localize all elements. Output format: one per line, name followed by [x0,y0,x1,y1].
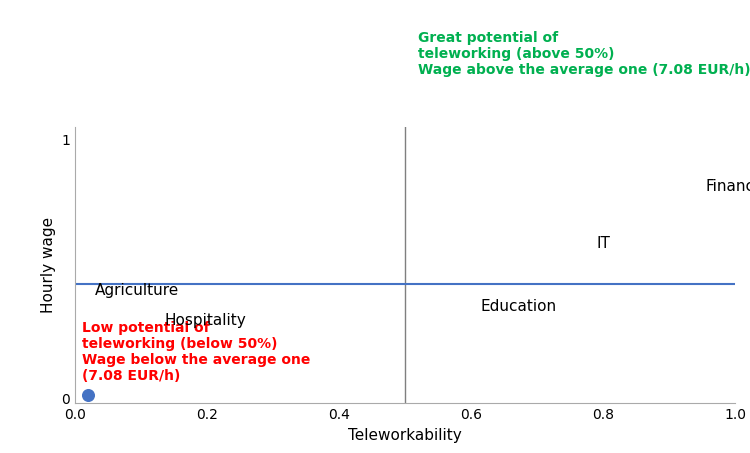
Text: Finance: Finance [705,179,750,194]
Point [82,392,94,399]
Text: Hospitality: Hospitality [164,313,246,328]
Text: Low potential of
teleworking (below 50%)
Wage below the average one
(7.08 EUR/h): Low potential of teleworking (below 50%)… [82,321,310,383]
Text: Agriculture: Agriculture [94,283,179,299]
Text: Great potential of
teleworking (above 50%)
Wage above the average one (7.08 EUR/: Great potential of teleworking (above 50… [419,31,750,77]
X-axis label: Teleworkability: Teleworkability [348,428,462,443]
Y-axis label: Hourly wage: Hourly wage [40,217,56,313]
Text: IT: IT [596,236,610,251]
Text: Education: Education [481,299,557,314]
